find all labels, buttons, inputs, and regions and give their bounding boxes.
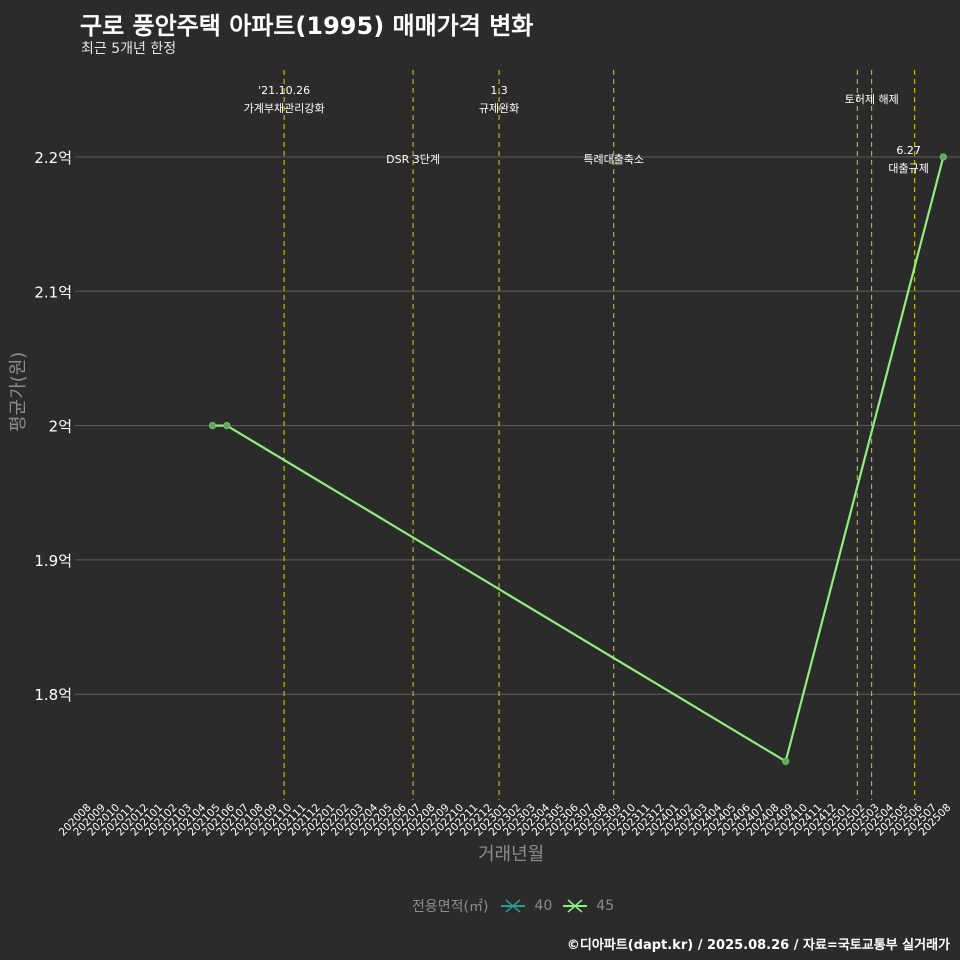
data-points (208, 153, 947, 765)
event-label: 가계부채관리강화 (244, 102, 325, 115)
y-axis-ticks: 1.8억 1.9억 2억 2.1억 2.2억 (34, 149, 72, 704)
legend-key-45-icon (563, 899, 588, 913)
chart-subtitle: 최근 5개년 한정 (81, 41, 177, 57)
event-label: 6.27 (896, 144, 921, 157)
source-caption: ©디아파트(dapt.kr) / 2025.08.26 / 자료=국토교통부 실… (566, 938, 950, 953)
y-tick-label: 2억 (49, 418, 72, 436)
event-label: 1.3 (490, 84, 508, 97)
series-lines (212, 156, 945, 764)
event-label: '21.10.26 (258, 84, 310, 97)
event-lines (283, 70, 916, 800)
legend-label-45: 45 (596, 898, 615, 914)
event-label: DSR 3단계 (386, 153, 440, 166)
legend-item-45: 45 (560, 896, 614, 916)
legend-item-40: 40 (498, 896, 552, 916)
y-tick-label: 1.9억 (34, 552, 72, 570)
x-axis-title: 거래년월 (478, 844, 545, 865)
event-label: 토허제 해제 (845, 92, 899, 106)
legend: 전용면적(㎡) 40 45 (412, 896, 622, 916)
legend-label-40: 40 (534, 898, 553, 914)
y-axis-title: 평균가(원) (8, 351, 29, 432)
data-point (208, 421, 217, 430)
grid-lines (75, 156, 960, 695)
legend-title: 전용면적(㎡) (412, 899, 489, 915)
event-label: 대출규제 (888, 162, 928, 175)
x-axis-ticks: 2020082020092020102020112020122021012021… (57, 801, 954, 838)
legend-key-40-icon (501, 899, 526, 913)
event-label: 특례대출축소 (583, 153, 644, 166)
series-line-45 (212, 156, 945, 764)
data-point (782, 757, 790, 765)
y-tick-label: 1.8억 (34, 686, 72, 704)
data-point (223, 421, 231, 430)
chart-title: 구로 풍안주택 아파트(1995) 매매가격 변화 (80, 12, 534, 40)
event-label: 규제완화 (479, 102, 519, 115)
y-tick-label: 2.2억 (34, 149, 72, 167)
y-tick-label: 2.1억 (34, 283, 72, 301)
data-point (939, 153, 947, 161)
